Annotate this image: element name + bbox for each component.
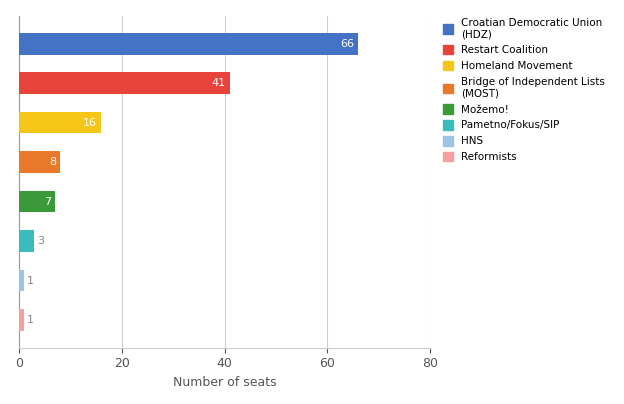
Bar — [19, 230, 34, 252]
Bar — [19, 151, 60, 173]
Bar — [19, 309, 24, 331]
Bar — [19, 72, 230, 94]
Text: 66: 66 — [340, 39, 354, 48]
Text: 8: 8 — [49, 157, 56, 167]
Text: 1: 1 — [27, 315, 34, 325]
Text: 16: 16 — [83, 118, 97, 128]
Bar — [19, 33, 358, 55]
Bar — [19, 191, 55, 213]
Text: 3: 3 — [37, 236, 44, 246]
Bar — [19, 112, 101, 133]
X-axis label: Number of seats: Number of seats — [173, 376, 276, 389]
Legend: Croatian Democratic Union
(HDZ), Restart Coalition, Homeland Movement, Bridge of: Croatian Democratic Union (HDZ), Restart… — [439, 15, 608, 166]
Text: 41: 41 — [212, 78, 225, 88]
Text: 7: 7 — [44, 197, 51, 206]
Text: 1: 1 — [27, 276, 34, 286]
Bar — [19, 270, 24, 291]
